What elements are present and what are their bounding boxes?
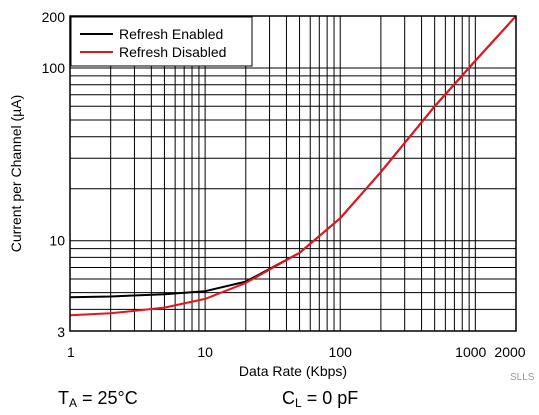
cl-subscript: L xyxy=(295,396,302,410)
legend-box xyxy=(70,16,253,67)
x-tick-label: 1 xyxy=(67,344,75,360)
legend: Refresh Enabled Refresh Disabled xyxy=(70,16,253,67)
document-code: SLLS xyxy=(510,372,535,383)
legend-label-2: Refresh Disabled xyxy=(119,44,226,60)
cl-value: = 0 pF xyxy=(301,388,359,408)
ta-symbol: T xyxy=(58,388,69,408)
grid xyxy=(70,16,516,331)
chart: 1 10 100 1000 2000 3 10 100 200 Data Rate (Kbps)… xyxy=(8,9,526,379)
legend-label-1: Refresh Enabled xyxy=(119,26,223,42)
y-tick-label: 100 xyxy=(42,60,66,76)
x-tick-label: 2000 xyxy=(494,344,525,360)
y-tick-label: 10 xyxy=(49,233,65,249)
series-line-2 xyxy=(69,15,517,317)
x-axis-label: Data Rate (Kbps) xyxy=(239,363,347,379)
temperature-condition: TA = 25°C xyxy=(58,388,138,410)
y-axis-label: Current per Channel (µA) xyxy=(8,95,24,252)
ta-subscript: A xyxy=(69,396,78,410)
plot-frame xyxy=(69,15,517,332)
x-tick-label: 100 xyxy=(329,344,353,360)
x-tick-label: 1000 xyxy=(455,344,486,360)
tick-labels: 1 10 100 1000 2000 3 10 100 200 xyxy=(42,9,526,360)
y-tick-label: 200 xyxy=(42,9,66,25)
cl-symbol: C xyxy=(282,388,295,408)
ta-value: = 25°C xyxy=(77,388,138,408)
load-capacitance-condition: CL = 0 pF xyxy=(282,388,358,410)
y-tick-label: 3 xyxy=(57,324,65,340)
x-tick-label: 10 xyxy=(197,344,213,360)
series-layer xyxy=(69,15,517,317)
